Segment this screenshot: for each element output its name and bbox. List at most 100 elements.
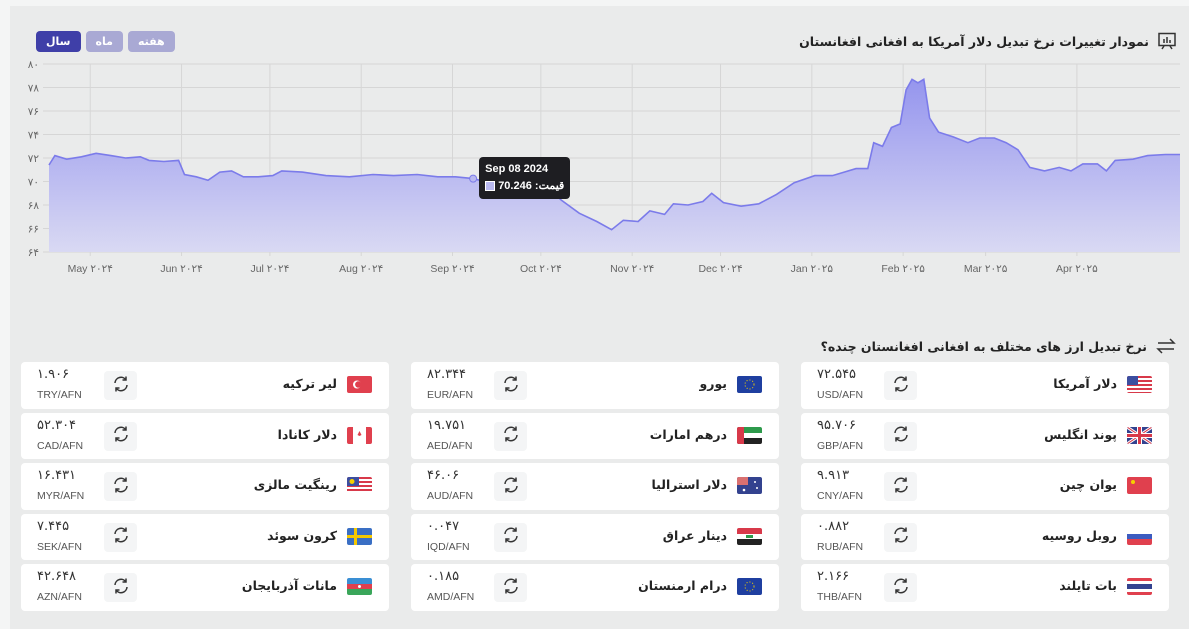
refresh-button[interactable] xyxy=(884,421,917,451)
currency-rate: ۷۲.۵۴۵ xyxy=(817,367,857,382)
refresh-icon xyxy=(502,425,520,447)
refresh-icon xyxy=(892,476,910,498)
currency-name: دلار استرالیا xyxy=(651,477,727,492)
refresh-icon xyxy=(112,577,130,599)
currency-rate: ۱.۹۰۶ xyxy=(37,367,70,382)
currency-pair: EUR/AFN xyxy=(427,389,474,401)
currency-rate: ۷.۴۴۵ xyxy=(37,518,70,534)
refresh-icon xyxy=(892,375,910,397)
x-tick-label: Feb ۲۰۲۵ xyxy=(881,263,925,275)
refresh-button[interactable] xyxy=(104,472,137,501)
currency-card[interactable]: یوان چین ۹.۹۱۳ CNY/AFN xyxy=(801,463,1169,510)
currency-pair: SEK/AFN xyxy=(37,540,82,553)
currency-name: لیر ترکیه xyxy=(282,376,337,391)
currency-name: یورو xyxy=(699,376,728,391)
refresh-button[interactable] xyxy=(494,573,527,602)
flag-iq-icon xyxy=(737,527,762,545)
currency-rate: ۱۹.۷۵۱ xyxy=(427,417,467,433)
currency-rate: ۹۵.۷۰۶ xyxy=(817,417,857,433)
x-tick-label: Mar ۲۰۲۵ xyxy=(964,263,1008,275)
x-tick-label: May ۲۰۲۴ xyxy=(68,263,114,275)
refresh-button[interactable] xyxy=(884,371,917,400)
refresh-button[interactable] xyxy=(104,421,137,451)
currency-name: مانات آذربایجان xyxy=(241,578,337,593)
currency-card[interactable]: دینار عراق ۰.۰۴۷ IQD/AFN xyxy=(411,513,779,560)
flag-tr-icon xyxy=(347,376,372,393)
currency-card[interactable]: روبل روسیه ۰.۸۸۲ RUB/AFN xyxy=(801,513,1169,560)
x-tick-label: Jun ۲۰۲۴ xyxy=(160,263,203,275)
currency-name: یوان چین xyxy=(1059,477,1117,492)
currency-card[interactable]: کرون سوئد ۷.۴۴۵ SEK/AFN xyxy=(21,513,389,560)
period-year-button[interactable]: سال xyxy=(36,31,81,52)
x-tick-label: Dec ۲۰۲۴ xyxy=(698,263,743,275)
currency-pair: AED/AFN xyxy=(427,439,473,452)
currency-card[interactable]: رینگیت مالزی ۱۶.۴۳۱ MYR/AFN xyxy=(21,463,389,510)
refresh-button[interactable] xyxy=(884,472,917,501)
refresh-button[interactable] xyxy=(494,421,527,451)
refresh-button[interactable] xyxy=(884,573,917,602)
refresh-button[interactable] xyxy=(104,573,137,602)
y-tick-label: ۷۴ xyxy=(28,130,40,142)
currency-card[interactable]: بات تایلند ۲.۱۶۶ THB/AFN xyxy=(801,564,1169,611)
currency-name: رینگیت مالزی xyxy=(253,477,337,492)
currency-pair: CAD/AFN xyxy=(37,439,84,452)
refresh-button[interactable] xyxy=(104,371,137,400)
y-tick-label: ۶۶ xyxy=(28,224,39,236)
chart-tooltip: Sep 08 2024 قیمت: 70.246 xyxy=(479,156,571,199)
flag-cn-icon xyxy=(1127,477,1152,494)
period-month-button[interactable]: ماه xyxy=(85,31,123,52)
currency-card[interactable]: یورو ۸۲.۳۴۴ EUR/AFN xyxy=(411,362,779,409)
x-tick-label: Jan ۲۰۲۵ xyxy=(791,263,834,275)
exchange-rate-chart[interactable]: ۸۰ ۷۸ ۷۶ ۷۴ ۷۲ ۷۰ ۶۸ ۶۶ ۶۴ May ۲۰۲۴ Jun ۲۰۲۴ Jul ۲۰… xyxy=(10,6,1189,296)
currency-rate: ۹.۹۱۳ xyxy=(817,468,850,483)
currency-rate: ۰.۸۸۲ xyxy=(817,518,850,534)
refresh-icon xyxy=(502,375,520,397)
flag-ae-icon xyxy=(737,426,762,444)
currency-pair: AMD/AFN xyxy=(427,591,475,603)
tooltip-label: قیمت: xyxy=(534,179,565,192)
currency-name: درام ارمنستان xyxy=(638,578,727,593)
currency-card[interactable]: لیر ترکیه ۱.۹۰۶ TRY/AFN xyxy=(21,362,389,409)
flag-th-icon xyxy=(1127,578,1152,595)
currency-name: روبل روسیه xyxy=(1041,527,1117,543)
x-tick-label: Oct ۲۰۲۴ xyxy=(520,263,562,275)
currency-card[interactable]: دلار کانادا ۵۲.۳۰۴ CAD/AFN xyxy=(21,412,389,459)
currency-card[interactable]: دلار استرالیا ۴۶.۰۶ AUD/AFN xyxy=(411,463,779,510)
refresh-button[interactable] xyxy=(494,472,527,501)
x-tick-label: Aug ۲۰۲۴ xyxy=(339,263,384,275)
currency-card[interactable]: درهم امارات ۱۹.۷۵۱ AED/AFN xyxy=(411,412,779,459)
flag-az-icon xyxy=(347,578,372,595)
currency-card[interactable]: پوند انگلیس ۹۵.۷۰۶ GBP/AFN xyxy=(801,412,1169,459)
currency-name: پوند انگلیس xyxy=(1044,426,1117,442)
currency-rate: ۸۲.۳۴۴ xyxy=(427,367,467,382)
refresh-icon xyxy=(502,577,520,599)
flag-gb-icon xyxy=(1127,426,1152,444)
currency-card[interactable]: مانات آذربایجان ۴۲.۶۴۸ AZN/AFN xyxy=(21,564,389,611)
refresh-icon xyxy=(892,577,910,599)
y-tick-label: ۷۶ xyxy=(28,106,39,118)
chart-line xyxy=(48,78,1180,231)
refresh-button[interactable] xyxy=(884,522,917,552)
currency-pair: USD/AFN xyxy=(817,389,864,401)
tooltip-date: Sep 08 2024 xyxy=(485,162,549,175)
refresh-icon xyxy=(502,526,520,548)
chart-icon xyxy=(1158,32,1176,50)
currency-card[interactable]: دلار آمریکا ۷۲.۵۴۵ USD/AFN xyxy=(801,362,1169,409)
refresh-icon xyxy=(502,476,520,498)
refresh-icon xyxy=(112,526,130,548)
currency-pair: GBP/AFN xyxy=(817,439,864,452)
currency-pair: THB/AFN xyxy=(817,591,862,603)
currency-card[interactable]: درام ارمنستان ۰.۱۸۵ AMD/AFN xyxy=(411,564,779,611)
period-week-button[interactable]: هفته xyxy=(127,31,175,52)
refresh-button[interactable] xyxy=(494,371,527,400)
x-tick-label: Sep ۲۰۲۴ xyxy=(430,263,475,275)
x-tick-label: Apr ۲۰۲۵ xyxy=(1056,263,1098,275)
currency-pair: CNY/AFN xyxy=(817,490,864,502)
flag-au-icon xyxy=(737,477,762,494)
chart-title-text: نمودار تغییرات نرخ تبدیل دلار آمریکا به … xyxy=(799,33,1149,49)
refresh-button[interactable] xyxy=(494,522,527,552)
currency-rate: ۰.۰۴۷ xyxy=(427,518,460,534)
refresh-button[interactable] xyxy=(104,522,137,552)
exchange-arrows-icon xyxy=(1156,338,1176,354)
hover-point xyxy=(469,174,478,183)
